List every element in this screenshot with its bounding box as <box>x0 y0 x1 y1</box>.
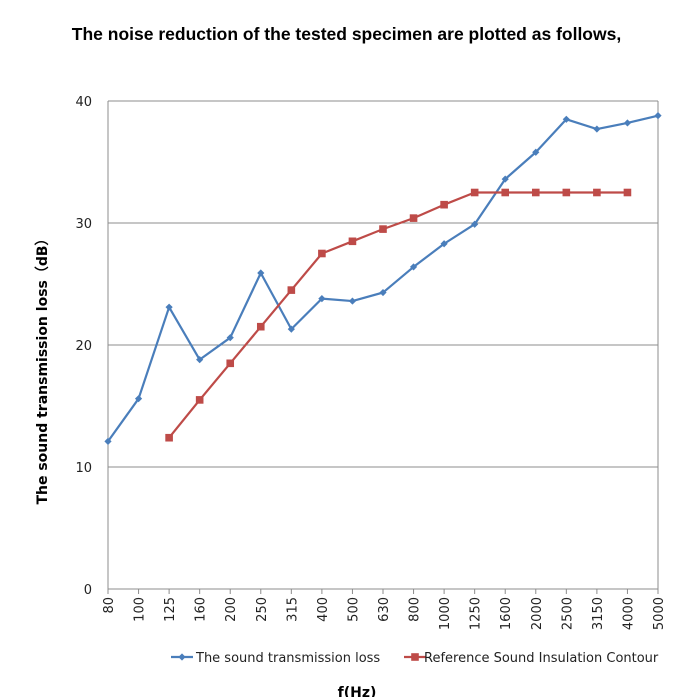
chart-title: The noise reduction of the tested specim… <box>71 24 622 44</box>
data-point-diamond <box>501 175 509 183</box>
y-tick-label: 40 <box>75 95 92 110</box>
data-point-diamond <box>593 125 601 133</box>
x-tick-label: 1250 <box>469 597 484 630</box>
y-tick-label: 0 <box>84 583 92 598</box>
data-point-diamond <box>623 119 632 127</box>
x-tick-label: 125 <box>163 597 178 622</box>
data-point-square <box>195 396 204 404</box>
data-point-diamond <box>379 288 387 297</box>
series-line <box>168 191 628 439</box>
data-point-square <box>379 225 387 233</box>
x-tick-label: 1000 <box>438 597 453 630</box>
data-point-diamond <box>409 263 418 271</box>
data-point-diamond <box>318 295 326 303</box>
data-point-square <box>256 322 265 331</box>
x-tick-label: 3150 <box>591 597 606 630</box>
x-tick-label: 800 <box>408 597 423 622</box>
data-point-square <box>411 653 419 661</box>
data-point-diamond <box>532 148 540 156</box>
x-tick-label: 2500 <box>560 597 575 630</box>
x-tick-label: 400 <box>316 597 331 622</box>
axis-layer: 0 10 20 30 40 80 100 125 160 200 250 315 400 500 630 80… <box>75 95 667 630</box>
x-tick-label: 200 <box>224 597 239 622</box>
x-tick-label: 2000 <box>530 597 545 630</box>
legend-label: Reference Sound Insulation Contour <box>424 651 659 666</box>
y-tick-label: 20 <box>75 339 92 354</box>
data-point-diamond <box>134 395 143 403</box>
x-axis-label: f(Hz) <box>338 685 377 697</box>
data-point-square <box>531 188 540 197</box>
y-tick-label: 10 <box>75 461 92 476</box>
series-line <box>107 114 659 443</box>
data-point-diamond <box>348 297 357 305</box>
data-point-square <box>562 188 571 197</box>
data-point-square <box>623 188 632 197</box>
data-point-square <box>287 286 296 294</box>
data-point-square <box>409 214 418 222</box>
x-tick-label: 500 <box>346 597 361 622</box>
y-tick-label: 30 <box>75 217 92 232</box>
data-point-square <box>348 237 357 246</box>
x-tick-label: 100 <box>133 597 148 622</box>
x-tick-label: 250 <box>255 597 270 622</box>
data-point-diamond <box>257 269 265 277</box>
data-point-diamond <box>287 325 295 333</box>
x-tick-label: 315 <box>285 597 300 622</box>
data-point-square <box>440 200 448 209</box>
data-point-diamond <box>654 112 662 120</box>
data-point-square <box>226 359 235 368</box>
y-axis-label: The sound transmission loss（dB） <box>35 231 51 504</box>
series-2 <box>165 188 632 442</box>
data-point-diamond <box>226 334 234 342</box>
data-point-square <box>593 188 601 197</box>
series-1 <box>104 112 662 445</box>
legend-item-2: Reference Sound Insulation Contour <box>404 651 659 666</box>
data-point-diamond <box>165 303 173 311</box>
data-point-square <box>501 188 510 197</box>
x-tick-label: 630 <box>377 597 392 622</box>
grid-layer <box>108 100 658 468</box>
x-tick-label: 80 <box>102 597 117 614</box>
legend-layer: The sound transmission loss Reference Sou… <box>171 651 659 666</box>
x-tick-label: 4000 <box>621 597 636 630</box>
data-point-square <box>318 249 326 258</box>
data-point-square <box>470 188 479 197</box>
x-tick-label: 5000 <box>652 597 667 630</box>
x-tick-label: 160 <box>194 597 209 622</box>
data-point-diamond <box>104 437 112 445</box>
data-point-square <box>165 433 173 442</box>
legend-label: The sound transmission loss <box>195 651 380 666</box>
legend-item-1: The sound transmission loss <box>171 651 380 666</box>
data-point-diamond <box>471 220 479 228</box>
series-layer <box>104 112 662 445</box>
data-point-diamond <box>178 653 186 661</box>
data-point-diamond <box>196 356 204 364</box>
data-point-diamond <box>440 240 448 248</box>
data-point-diamond <box>562 115 570 123</box>
x-tick-label: 1600 <box>499 597 514 630</box>
